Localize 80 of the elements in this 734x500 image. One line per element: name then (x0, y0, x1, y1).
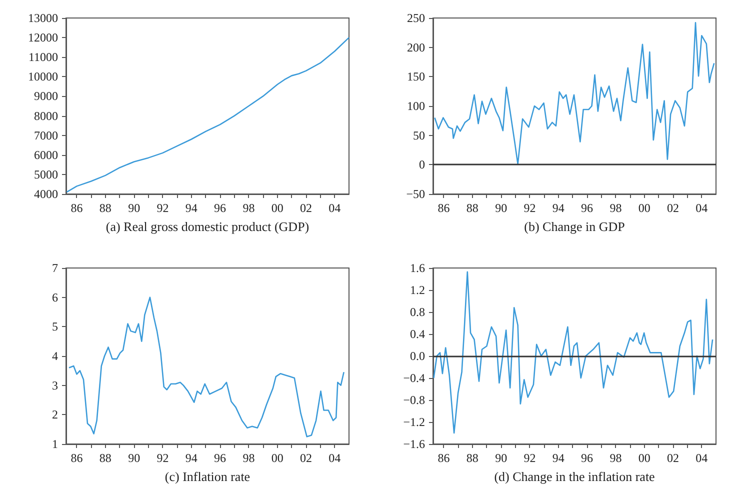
y-tick-label: 5 (52, 320, 58, 334)
x-tick-label: 92 (156, 201, 169, 215)
y-tick-label: 7 (52, 261, 58, 275)
x-tick-label: 94 (552, 201, 564, 215)
y-tick-label: 6 (52, 290, 58, 304)
y-tick-label: 8000 (34, 108, 58, 123)
x-tick-label: 00 (638, 451, 650, 465)
x-tick-label: 00 (638, 201, 650, 215)
x-tick-label: 90 (495, 451, 508, 465)
x-tick-label: 88 (99, 201, 112, 215)
line-series (68, 296, 344, 438)
x-tick-label: 02 (667, 201, 680, 215)
y-tick-label: 11000 (28, 50, 58, 64)
x-tick-label: 98 (242, 201, 255, 215)
x-tick-label: 96 (581, 201, 594, 215)
x-tick-label: 90 (128, 451, 140, 465)
x-tick-label: 00 (271, 201, 284, 215)
x-tick-label: 00 (271, 451, 284, 465)
x-tick-label: 88 (466, 451, 478, 465)
line-series (433, 271, 714, 434)
x-tick-label: 98 (610, 201, 622, 215)
x-axis-title: (b) Change in GDP (524, 219, 625, 234)
y-tick-label: 3 (52, 378, 58, 392)
y-tick-label: 0.4 (410, 327, 425, 341)
y-tick-label: 5000 (34, 167, 58, 182)
y-tick-label: 50 (413, 128, 425, 142)
y-tick-label: 200 (407, 40, 425, 54)
y-tick-label: 10000 (28, 70, 58, 84)
y-tick-label: −50 (406, 187, 425, 201)
y-tick-label: 2 (52, 408, 58, 422)
x-tick-label: 96 (214, 451, 226, 465)
x-axis-title: (d) Change in the inflation rate (494, 469, 656, 484)
x-tick-label: 90 (495, 201, 508, 215)
x-tick-label: 92 (524, 451, 536, 465)
y-tick-label: 0.0 (410, 349, 425, 363)
x-tick-label: 96 (214, 201, 226, 215)
y-tick-label: 1.2 (410, 283, 425, 297)
y-tick-label: 0 (419, 158, 425, 172)
x-tick-label: 88 (99, 451, 112, 465)
y-tick-label: 13000 (28, 11, 58, 25)
x-tick-label: 02 (667, 451, 680, 465)
y-tick-label: 150 (407, 70, 425, 84)
y-tick-label: 7000 (34, 128, 58, 142)
x-tick-label: 04 (696, 201, 708, 215)
x-tick-label: 98 (242, 451, 255, 465)
x-tick-label: 92 (524, 201, 536, 215)
y-tick-label: 0.8 (410, 305, 425, 319)
x-tick-label: 98 (610, 451, 622, 465)
y-tick-label: 12000 (28, 30, 58, 45)
x-tick-label: 90 (128, 201, 140, 215)
y-tick-label: 1 (52, 437, 58, 451)
x-tick-label: 86 (70, 451, 83, 465)
y-tick-label: 1.6 (410, 261, 425, 275)
y-tick-label: 9000 (34, 89, 58, 104)
y-tick-label: −0.8 (403, 393, 425, 407)
x-tick-label: 86 (438, 451, 450, 465)
x-tick-label: 02 (300, 451, 312, 465)
x-tick-label: 94 (185, 201, 198, 215)
line-series (434, 22, 715, 165)
x-tick-label: 86 (70, 201, 83, 215)
y-tick-label: 100 (407, 99, 425, 113)
x-tick-label: 04 (328, 201, 341, 215)
x-tick-label: 02 (300, 201, 312, 215)
x-axis-title: (c) Inflation rate (164, 469, 250, 484)
x-tick-label: 04 (328, 451, 341, 465)
x-tick-label: 96 (581, 451, 594, 465)
x-tick-label: 94 (185, 451, 198, 465)
y-tick-label: 250 (407, 11, 425, 25)
y-tick-label: −1.6 (403, 437, 425, 451)
y-tick-label: 6000 (34, 148, 58, 162)
x-tick-label: 04 (696, 451, 708, 465)
y-tick-label: 4000 (34, 187, 58, 201)
x-tick-label: 92 (156, 451, 169, 465)
y-tick-label: 4 (52, 349, 58, 363)
y-tick-label: −0.4 (403, 371, 425, 385)
x-tick-label: 94 (552, 451, 564, 465)
x-tick-label: 88 (466, 201, 478, 215)
y-tick-label: −1.2 (403, 415, 425, 429)
x-axis-title: (a) Real gross domestic product (GDP) (106, 219, 310, 234)
x-tick-label: 86 (438, 201, 450, 215)
